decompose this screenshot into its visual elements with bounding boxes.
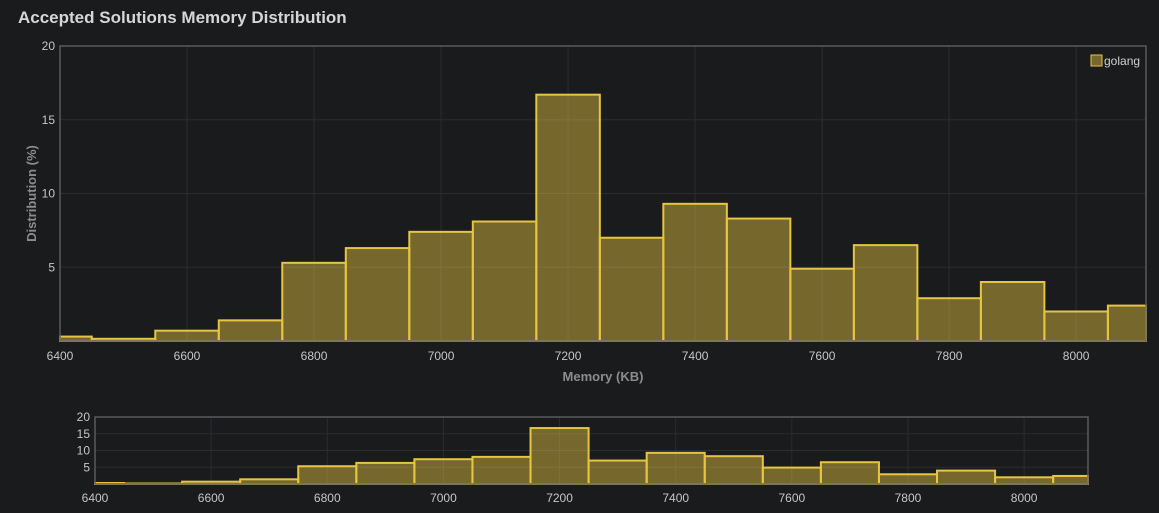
histogram-bar[interactable] <box>1052 474 1089 485</box>
histogram-bar[interactable] <box>761 466 822 485</box>
legend-swatch[interactable] <box>1090 54 1103 67</box>
y-tick-label: 15 <box>77 427 91 441</box>
histogram-bar[interactable] <box>1106 304 1148 343</box>
histogram-bar[interactable] <box>297 465 358 485</box>
x-tick-label: 7000 <box>428 349 455 363</box>
x-tick-label: 6400 <box>47 349 74 363</box>
x-tick-label: 7400 <box>682 349 709 363</box>
x-tick-label: 7800 <box>936 349 963 363</box>
histogram-bar[interactable] <box>281 261 347 343</box>
histogram-bar[interactable] <box>936 469 997 486</box>
x-tick-label: 6800 <box>301 349 328 363</box>
x-tick-label: 7400 <box>662 491 689 505</box>
x-tick-label: 8000 <box>1011 491 1038 505</box>
histogram-bar[interactable] <box>789 267 855 343</box>
y-axis-label: Distribution (%) <box>24 145 39 242</box>
histogram-bar[interactable] <box>408 230 474 343</box>
histogram-bar[interactable] <box>598 236 665 342</box>
y-tick-label: 5 <box>48 260 55 274</box>
x-tick-label: 6600 <box>198 491 225 505</box>
histogram-bar[interactable] <box>877 473 939 486</box>
x-tick-label: 6600 <box>174 349 201 363</box>
histogram-bar[interactable] <box>154 329 220 342</box>
histogram-bar[interactable] <box>819 461 880 486</box>
histogram-bar[interactable] <box>471 220 538 342</box>
chart-title: Accepted Solutions Memory Distribution <box>18 8 347 27</box>
x-tick-label: 8000 <box>1063 349 1090 363</box>
main-plot: 6400 6600 6800 7000 7200 7400 7600 7800 8000 5 10 1… <box>42 39 1148 363</box>
histogram-bar[interactable] <box>852 244 919 342</box>
x-axis-label: Memory (KB) <box>563 369 644 384</box>
y-tick-label: 20 <box>42 39 56 53</box>
x-tick-label: 7600 <box>778 491 805 505</box>
y-tick-label: 10 <box>77 444 91 458</box>
histogram-bar[interactable] <box>587 459 648 485</box>
legend-label[interactable]: golang <box>1104 54 1140 68</box>
histogram-bar[interactable] <box>217 319 284 343</box>
histogram-bar[interactable] <box>703 455 764 486</box>
histogram-bar[interactable] <box>662 202 728 342</box>
x-tick-label: 7600 <box>809 349 836 363</box>
y-tick-label: 5 <box>83 460 90 474</box>
plot-frame <box>59 45 1147 342</box>
x-tick-label: 6400 <box>82 491 109 505</box>
legend[interactable]: golang <box>1090 54 1140 68</box>
histogram-bar[interactable] <box>529 427 590 485</box>
histogram-bar[interactable] <box>1043 310 1109 342</box>
histogram-bar[interactable] <box>916 297 982 343</box>
x-tick-label: 7800 <box>895 491 922 505</box>
histogram-bar[interactable] <box>471 455 532 485</box>
histogram-bar[interactable] <box>979 281 1046 342</box>
y-tick-label: 15 <box>42 113 56 127</box>
plot-frame <box>94 416 1089 485</box>
x-tick-label: 7200 <box>546 491 573 505</box>
histogram-bar[interactable] <box>645 451 706 486</box>
histogram-bar[interactable] <box>994 476 1055 485</box>
x-tick-label: 7000 <box>430 491 457 505</box>
histogram-bar[interactable] <box>344 247 411 342</box>
histogram-bar[interactable] <box>355 461 416 485</box>
histogram-bar[interactable] <box>413 458 474 485</box>
x-tick-label: 7200 <box>555 349 582 363</box>
y-tick-label: 20 <box>77 410 91 424</box>
histogram-bar[interactable] <box>535 93 601 342</box>
x-tick-label: 6800 <box>314 491 341 505</box>
y-tick-label: 10 <box>42 187 56 201</box>
navigator-plot[interactable]: 6400 6600 6800 7000 7200 7400 7600 7800 8000 5 10 1… <box>77 410 1089 505</box>
histogram-bar[interactable] <box>725 217 792 342</box>
